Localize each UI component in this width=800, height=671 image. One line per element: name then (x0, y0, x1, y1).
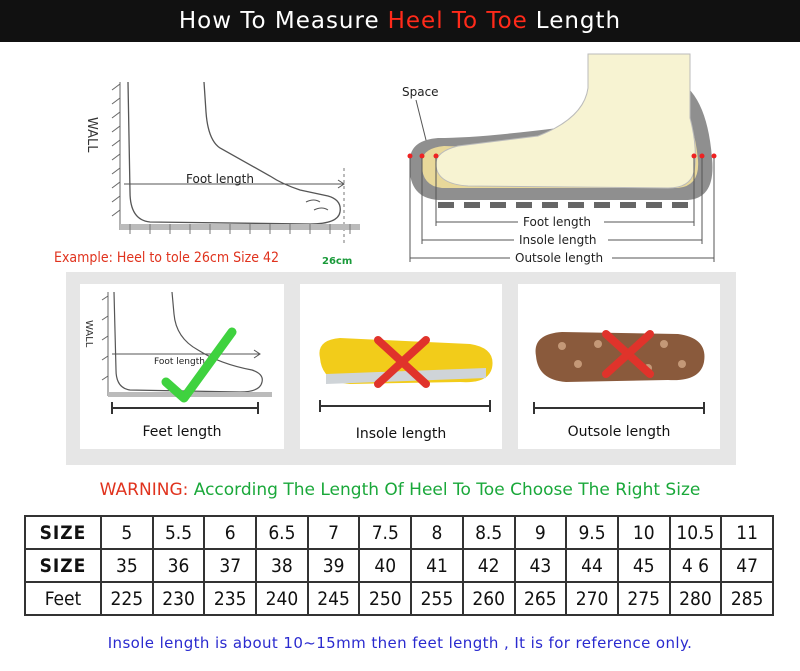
size-table: SIZE 5 5.5 6 6.5 7 7.5 8 8.5 9 9.5 10 10.5 11 SIZE 35 36… (24, 515, 774, 616)
panel-measure-line (111, 402, 259, 414)
size-cell: 41 (410, 548, 464, 583)
size-cell: 5 (100, 515, 154, 550)
size-cell: 275 (616, 581, 671, 616)
title-pre: How To Measure (178, 8, 380, 34)
size-cell: 9.5 (565, 515, 619, 550)
outsole-illustration (533, 330, 705, 414)
row-label: SIZE (24, 548, 102, 583)
size-cell: 285 (720, 581, 774, 616)
cm-label: 26cm (322, 256, 353, 267)
panel-feet-length: WALL Foot length Feet length (80, 284, 284, 449)
size-cell: 250 (358, 581, 413, 616)
size-cell: 6 (203, 515, 258, 550)
panel-insole-length: Insole length (300, 284, 502, 449)
size-cell: 39 (306, 548, 361, 583)
row-label: SIZE (24, 515, 102, 550)
size-cell: 38 (255, 548, 309, 583)
size-cell: 255 (410, 581, 464, 616)
size-cell: 9 (513, 515, 568, 550)
size-cell: 265 (513, 581, 568, 616)
size-cell: 36 (151, 548, 206, 583)
insole-length-label: Insole length (519, 233, 597, 247)
space-label: Space (402, 85, 439, 99)
size-cell: 37 (203, 548, 258, 583)
size-cell: 42 (461, 548, 516, 583)
outsole-length-label: Outsole length (515, 251, 603, 265)
size-cell: 7 (306, 515, 361, 550)
size-cell: 225 (100, 581, 154, 616)
warning-text: According The Length Of Heel To Toe Choo… (193, 480, 701, 500)
size-cell: 4 6 (668, 548, 723, 583)
size-cell: 5.5 (151, 515, 206, 550)
foot-length-label: Foot length (186, 172, 254, 186)
feet-measure-illustration: WALL Foot length (83, 291, 272, 403)
table-row: SIZE 5 5.5 6 6.5 7 7.5 8 8.5 9 9.5 10 10.5 11 (24, 515, 774, 550)
size-cell: 8 (410, 515, 464, 550)
panel-wall-label: WALL (83, 320, 94, 348)
shoe-cross-section-diagram: Space Foot length Insole length Outsole … (402, 53, 717, 265)
warning-line: WARNING: According The Length Of Heel To… (0, 480, 800, 500)
panel-label-feet: Feet length (142, 424, 222, 440)
check-icon (161, 327, 237, 403)
size-cell: 230 (151, 581, 206, 616)
size-cell: 10 (616, 515, 671, 550)
warning-prefix: WARNING: (99, 480, 189, 500)
size-cell: 280 (668, 581, 723, 616)
cross-icon (602, 330, 654, 378)
size-cell: 40 (358, 548, 413, 583)
size-cell: 235 (203, 581, 258, 616)
size-cell: 8.5 (461, 515, 516, 550)
row-label: Feet (24, 581, 102, 616)
size-cell: 47 (720, 548, 774, 583)
insole-illustration (319, 336, 493, 412)
panel-label-insole: Insole length (355, 426, 447, 442)
size-cell: 11 (720, 515, 774, 550)
example-text: Example: Heel to tole 26cm Size 42 (54, 250, 279, 266)
size-cell: 44 (565, 548, 619, 583)
size-cell: 45 (616, 548, 671, 583)
table-row: SIZE 35 36 37 38 39 40 41 42 43 44 45 4 6 47 (24, 548, 774, 583)
size-cell: 10.5 (668, 515, 723, 550)
size-cell: 43 (513, 548, 568, 583)
size-cell: 260 (461, 581, 516, 616)
panel-outsole-length: Outsole length (518, 284, 720, 449)
panel-label-outsole: Outsole length (567, 424, 671, 440)
title-banner: How To Measure Heel To Toe Length (0, 0, 800, 42)
size-cell: 35 (100, 548, 154, 583)
panel-foot-length-label: Foot length (154, 357, 205, 367)
wall-label: WALL (84, 117, 99, 153)
table-row: Feet 225 230 235 240 245 250 255 260 265 270 275 280… (24, 581, 774, 616)
foot-wall-diagram: WALL Foot length (84, 81, 360, 244)
size-cell: 240 (255, 581, 309, 616)
size-cell: 270 (565, 581, 619, 616)
footer-note: Insole length is about 10~15mm then feet… (107, 634, 693, 652)
title-highlight: Heel To Toe (387, 8, 528, 34)
size-cell: 245 (306, 581, 361, 616)
size-cell: 6.5 (255, 515, 309, 550)
cross-icon (374, 336, 430, 388)
shoe-foot-length-label: Foot length (523, 215, 591, 229)
size-cell: 7.5 (358, 515, 413, 550)
title-post: Length (535, 8, 622, 34)
